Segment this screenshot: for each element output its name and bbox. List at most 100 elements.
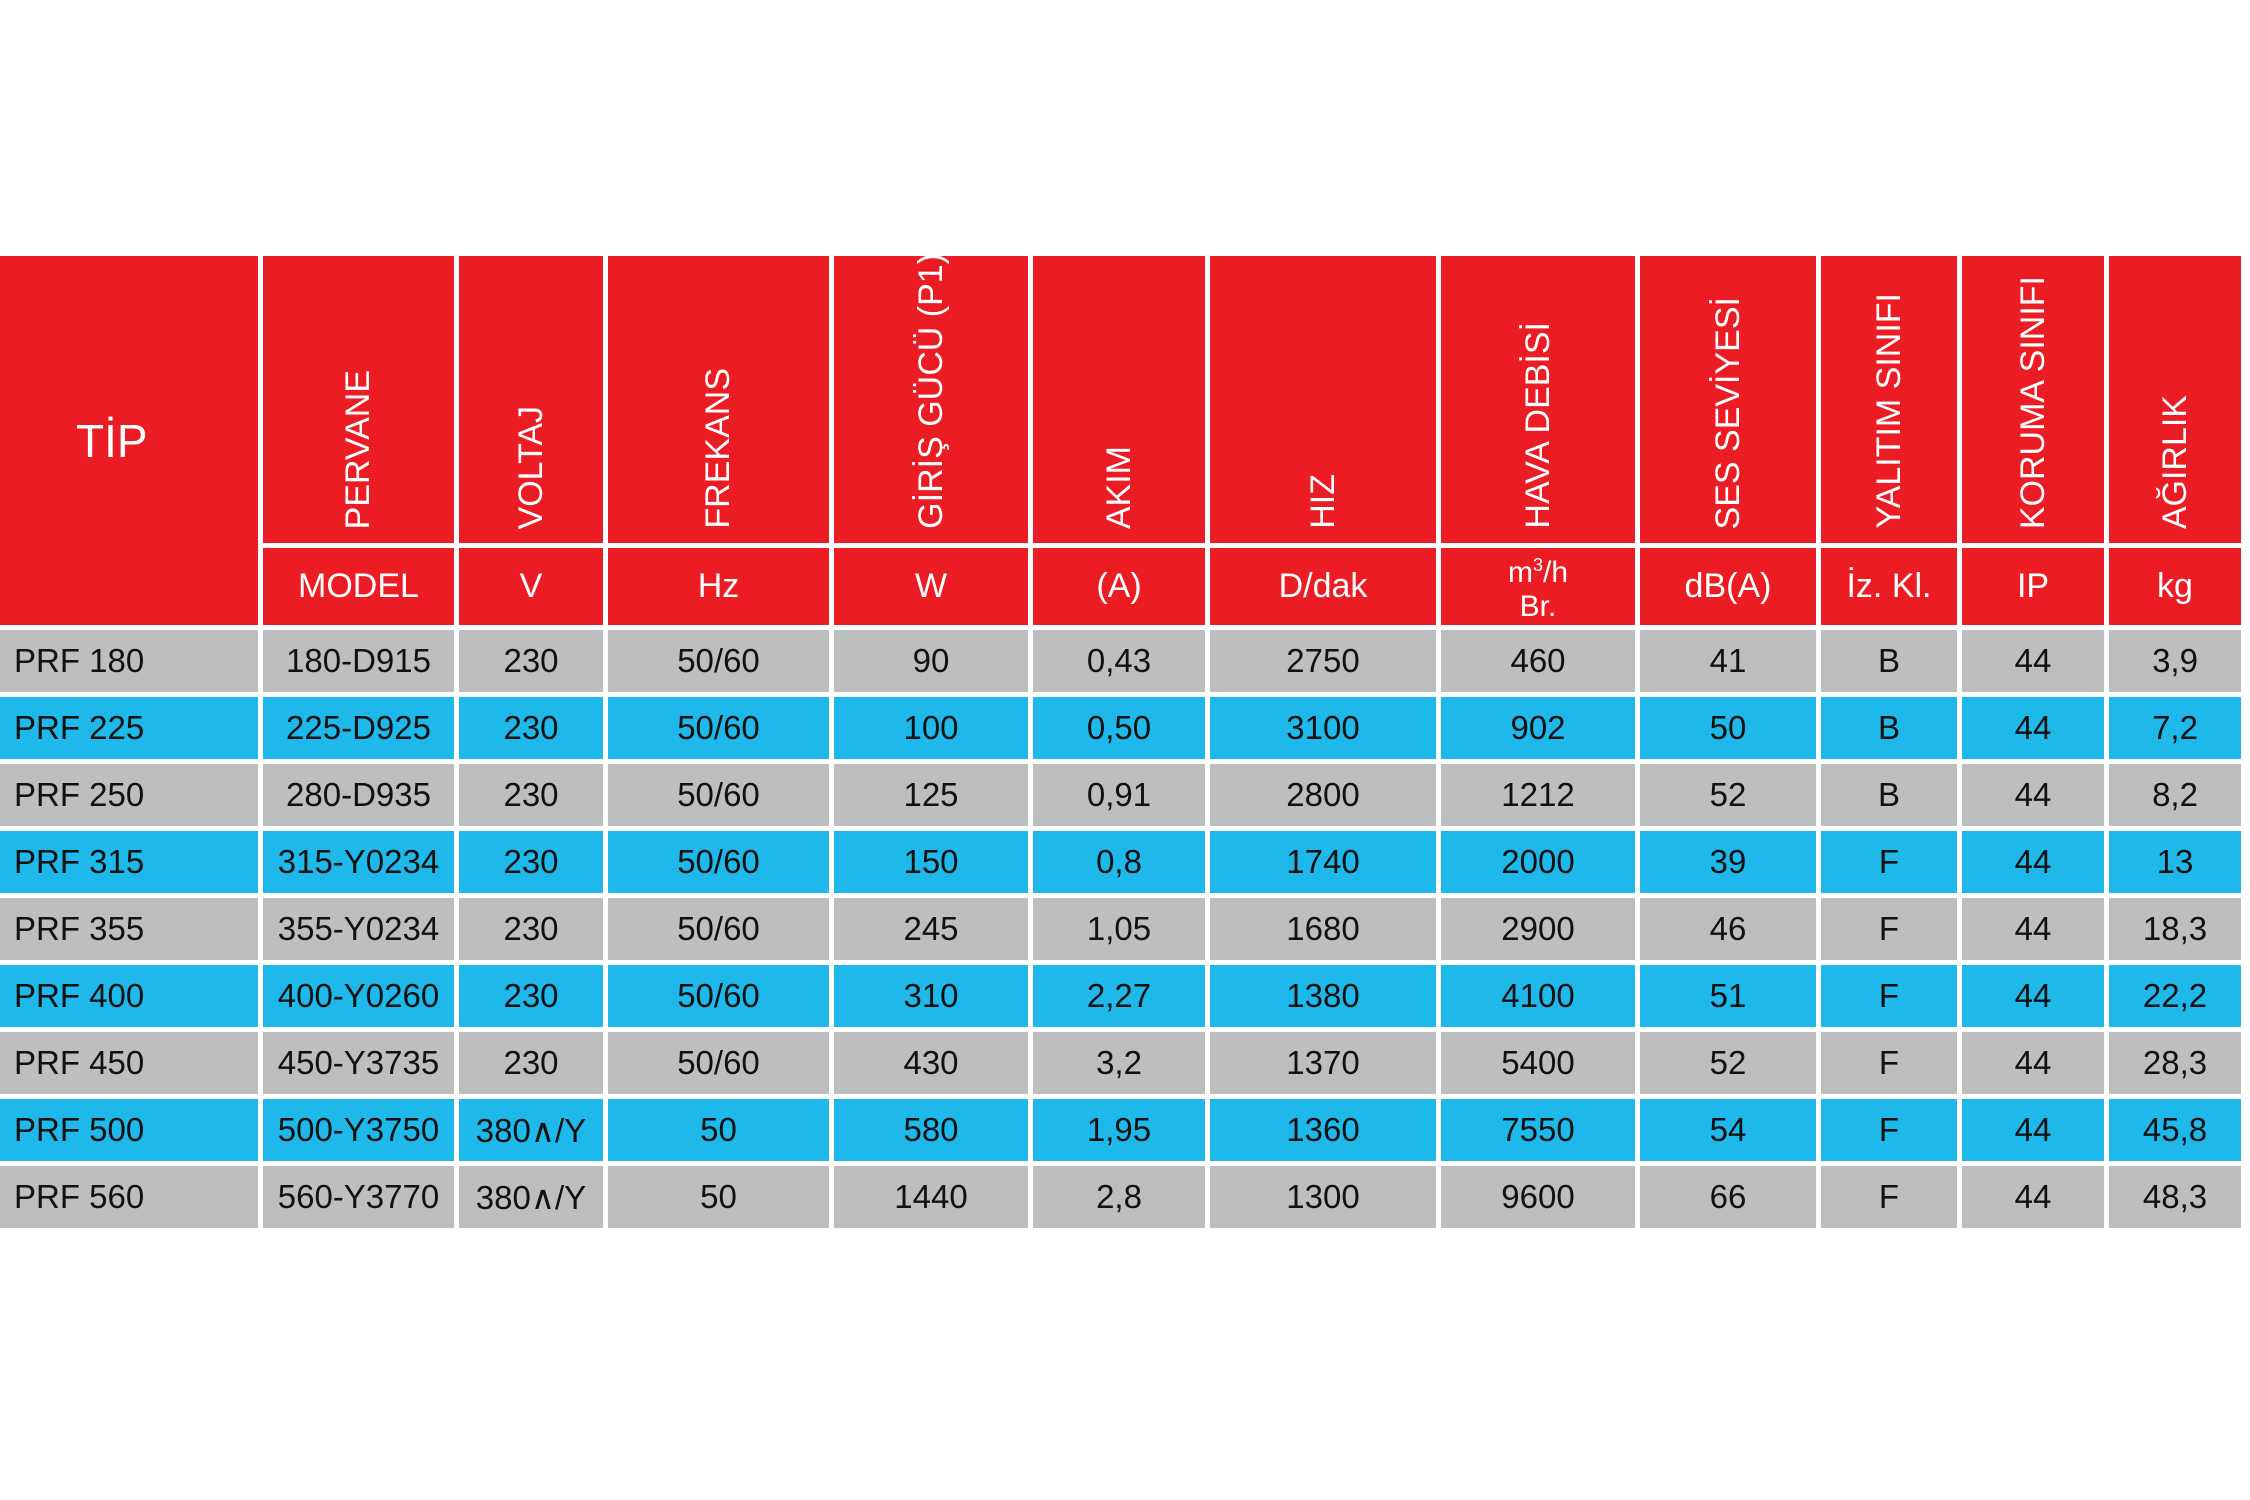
cell-hava-debisi: 1212 [1441, 764, 1635, 826]
cell-agirlik: 7,2 [2109, 697, 2241, 759]
cell-ses-seviyesi: 52 [1640, 1032, 1816, 1094]
cell-agirlik: 8,2 [2109, 764, 2241, 826]
cell-tip: PRF 315 [0, 831, 258, 893]
cell-model: 315-Y0234 [263, 831, 454, 893]
spec-table: TİP PERVANE VOLTAJ FREKANS GİRİŞ GÜCÜ (P… [0, 251, 2246, 1233]
cell-yalitim-sinifi: F [1821, 898, 1957, 960]
cell-koruma-sinifi: 44 [1962, 1166, 2104, 1228]
cell-akim: 0,91 [1033, 764, 1205, 826]
cell-koruma-sinifi: 44 [1962, 965, 2104, 1027]
cell-frekans: 50 [608, 1099, 829, 1161]
unit-a: (A) [1033, 548, 1205, 625]
header-label: HAVA DEBİSİ [1518, 322, 1557, 529]
cell-hava-debisi: 5400 [1441, 1032, 1635, 1094]
cell-voltaj: 230 [459, 831, 603, 893]
cell-frekans: 50/60 [608, 764, 829, 826]
cell-ses-seviyesi: 41 [1640, 630, 1816, 692]
header-akim: AKIM [1033, 256, 1205, 543]
cell-model: 560-Y3770 [263, 1166, 454, 1228]
cell-frekans: 50 [608, 1166, 829, 1228]
unit-m3-rest: /h [1542, 556, 1569, 589]
cell-model: 400-Y0260 [263, 965, 454, 1027]
cell-model: 500-Y3750 [263, 1099, 454, 1161]
cell-hava-debisi: 9600 [1441, 1166, 1635, 1228]
cell-hava-debisi: 7550 [1441, 1099, 1635, 1161]
table-body: PRF 180 180-D915 230 50/60 90 0,43 2750 460 41 B 4… [0, 630, 2241, 1228]
cell-agirlik: 13 [2109, 831, 2241, 893]
cell-giris-gucu: 90 [834, 630, 1028, 692]
header-tip: TİP [0, 256, 258, 625]
header-label: AKIM [1099, 445, 1138, 529]
header-label: SES SEVİYESİ [1708, 296, 1747, 529]
cell-yalitim-sinifi: F [1821, 1099, 1957, 1161]
cell-giris-gucu: 245 [834, 898, 1028, 960]
cell-hava-debisi: 2000 [1441, 831, 1635, 893]
unit-m3-sup: 3 [1532, 555, 1543, 575]
unit-v: V [459, 548, 603, 625]
cell-hiz: 1740 [1210, 831, 1436, 893]
cell-model: 355-Y0234 [263, 898, 454, 960]
header-koruma-sinifi: KORUMA SINIFI [1962, 256, 2104, 543]
cell-hiz: 3100 [1210, 697, 1436, 759]
header-frekans: FREKANS [608, 256, 829, 543]
header-label: AĞIRLIK [2155, 394, 2194, 529]
cell-koruma-sinifi: 44 [1962, 898, 2104, 960]
cell-voltaj: 230 [459, 697, 603, 759]
table-row: PRF 500 500-Y3750 380∧/Y 50 580 1,95 1360 7550 5… [0, 1099, 2241, 1161]
header-hiz: HIZ [1210, 256, 1436, 543]
cell-model: 180-D915 [263, 630, 454, 692]
unit-d-dak: D/dak [1210, 548, 1436, 625]
cell-koruma-sinifi: 44 [1962, 764, 2104, 826]
cell-ses-seviyesi: 54 [1640, 1099, 1816, 1161]
table-row: PRF 355 355-Y0234 230 50/60 245 1,05 1680 2900 4… [0, 898, 2241, 960]
unit-m3-line2: Br. [1519, 590, 1557, 623]
cell-akim: 0,8 [1033, 831, 1205, 893]
cell-yalitim-sinifi: F [1821, 1166, 1957, 1228]
cell-tip: PRF 450 [0, 1032, 258, 1094]
table-row: PRF 180 180-D915 230 50/60 90 0,43 2750 460 41 B 4… [0, 630, 2241, 692]
unit-m3-base: m [1507, 556, 1533, 589]
cell-hiz: 1380 [1210, 965, 1436, 1027]
cell-agirlik: 48,3 [2109, 1166, 2241, 1228]
cell-frekans: 50/60 [608, 697, 829, 759]
header-label: HIZ [1303, 474, 1342, 529]
cell-hiz: 2750 [1210, 630, 1436, 692]
cell-voltaj: 230 [459, 898, 603, 960]
header-agirlik: AĞIRLIK [2109, 256, 2241, 543]
cell-agirlik: 18,3 [2109, 898, 2241, 960]
cell-koruma-sinifi: 44 [1962, 697, 2104, 759]
header-pervane: PERVANE [263, 256, 454, 543]
cell-koruma-sinifi: 44 [1962, 630, 2104, 692]
header-label: PERVANE [339, 369, 377, 529]
cell-model: 280-D935 [263, 764, 454, 826]
cell-tip: PRF 560 [0, 1166, 258, 1228]
cell-hava-debisi: 902 [1441, 697, 1635, 759]
unit-dba: dB(A) [1640, 548, 1816, 625]
cell-hava-debisi: 460 [1441, 630, 1635, 692]
cell-agirlik: 22,2 [2109, 965, 2241, 1027]
cell-hiz: 1370 [1210, 1032, 1436, 1094]
cell-yalitim-sinifi: F [1821, 831, 1957, 893]
cell-akim: 2,27 [1033, 965, 1205, 1027]
cell-voltaj: 230 [459, 630, 603, 692]
header-giris-gucu: GİRİŞ GÜCÜ (P1) [834, 253, 1028, 543]
cell-akim: 2,8 [1033, 1166, 1205, 1228]
unit-model: MODEL [263, 548, 454, 625]
cell-yalitim-sinifi: F [1821, 1032, 1957, 1094]
cell-ses-seviyesi: 46 [1640, 898, 1816, 960]
cell-koruma-sinifi: 44 [1962, 1032, 2104, 1094]
header-hava-debisi: HAVA DEBİSİ [1441, 256, 1635, 543]
cell-giris-gucu: 1440 [834, 1166, 1028, 1228]
cell-akim: 0,50 [1033, 697, 1205, 759]
cell-ses-seviyesi: 39 [1640, 831, 1816, 893]
cell-yalitim-sinifi: B [1821, 697, 1957, 759]
cell-koruma-sinifi: 44 [1962, 1099, 2104, 1161]
header-label: KORUMA SINIFI [2013, 275, 2052, 529]
cell-giris-gucu: 125 [834, 764, 1028, 826]
unit-hz: Hz [608, 548, 829, 625]
header-voltaj: VOLTAJ [459, 256, 603, 543]
cell-hava-debisi: 4100 [1441, 965, 1635, 1027]
table-row: PRF 250 280-D935 230 50/60 125 0,91 2800 1212 52… [0, 764, 2241, 826]
cell-giris-gucu: 310 [834, 965, 1028, 1027]
cell-yalitim-sinifi: B [1821, 764, 1957, 826]
